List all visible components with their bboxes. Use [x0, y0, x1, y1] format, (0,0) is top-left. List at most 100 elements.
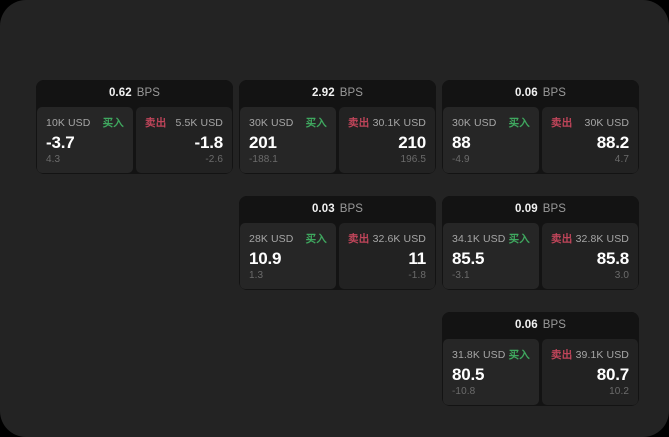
buy-side-tag: 买入: [508, 117, 530, 129]
sell-price: 88.2: [596, 133, 629, 152]
sell-panel-header: 卖出 32.6K USD: [348, 232, 426, 246]
sell-panel[interactable]: 卖出 32.8K USD 85.8 3.0: [542, 223, 638, 289]
quote-card[interactable]: 2.92 BPS 30K USD 买入 201 -188.1 卖出 30.1K USD 210 1…: [239, 80, 436, 174]
buy-delta: -3.1: [452, 270, 470, 281]
buy-panel[interactable]: 30K USD 买入 201 -188.1: [240, 107, 336, 173]
buy-size-label: 10K USD: [46, 116, 91, 129]
bps-value: 0.03: [311, 202, 335, 215]
buy-panel[interactable]: 31.8K USD 买入 80.5 -10.8: [443, 339, 539, 405]
sell-price: 85.8: [596, 249, 629, 268]
buy-size-label: 30K USD: [452, 116, 497, 129]
quote-card[interactable]: 0.03 BPS 28K USD 买入 10.9 1.3 卖出 32.6K USD 11 -1.8: [239, 196, 436, 290]
buy-panel[interactable]: 34.1K USD 买入 85.5 -3.1: [443, 223, 539, 289]
sell-panel-header: 卖出 30.1K USD: [348, 116, 426, 130]
sell-panel[interactable]: 卖出 30.1K USD 210 196.5: [339, 107, 435, 173]
quote-column: 0.06 BPS 30K USD 买入 88 -4.9 卖出 30K USD 88.2 4.7 0.…: [442, 80, 639, 406]
sell-size-label: 32.8K USD: [575, 232, 629, 245]
buy-size-label: 30K USD: [249, 116, 294, 129]
buy-panel[interactable]: 10K USD 买入 -3.7 4.3: [37, 107, 133, 173]
buy-side-tag: 买入: [305, 117, 327, 129]
buy-delta: 1.3: [249, 270, 264, 281]
buy-size-label: 31.8K USD: [452, 348, 506, 361]
sell-delta: -2.6: [205, 154, 223, 165]
buy-price: 88: [452, 133, 471, 152]
sell-price: 210: [398, 133, 426, 152]
sell-price: 80.7: [596, 365, 629, 384]
card-panels: 10K USD 买入 -3.7 4.3 卖出 5.5K USD -1.8 -2.6: [36, 107, 233, 174]
buy-side-tag: 买入: [508, 233, 530, 245]
sell-delta: 196.5: [400, 154, 426, 165]
buy-panel[interactable]: 30K USD 买入 88 -4.9: [443, 107, 539, 173]
card-panels: 34.1K USD 买入 85.5 -3.1 卖出 32.8K USD 85.8 3.0: [442, 223, 639, 290]
buy-panel[interactable]: 28K USD 买入 10.9 1.3: [240, 223, 336, 289]
buy-panel-header: 30K USD 买入: [249, 116, 327, 130]
buy-delta: -10.8: [452, 386, 476, 397]
sell-panel-header: 卖出 39.1K USD: [551, 348, 629, 362]
buy-side-tag: 买入: [305, 233, 327, 245]
card-panels: 30K USD 买入 201 -188.1 卖出 30.1K USD 210 196.5: [239, 107, 436, 174]
quote-card[interactable]: 0.09 BPS 34.1K USD 买入 85.5 -3.1 卖出 32.8K USD 85.…: [442, 196, 639, 290]
sell-size-label: 30.1K USD: [372, 116, 426, 129]
card-panels: 28K USD 买入 10.9 1.3 卖出 32.6K USD 11 -1.8: [239, 223, 436, 290]
buy-side-tag: 买入: [102, 117, 124, 129]
buy-price: 10.9: [249, 249, 282, 268]
quote-card[interactable]: 0.06 BPS 31.8K USD 买入 80.5 -10.8 卖出 39.1K USD 80…: [442, 312, 639, 406]
sell-panel[interactable]: 卖出 30K USD 88.2 4.7: [542, 107, 638, 173]
sell-delta: 10.2: [609, 386, 629, 397]
buy-panel-header: 30K USD 买入: [452, 116, 530, 130]
bps-value: 0.09: [514, 202, 538, 215]
card-header: 0.06 BPS: [442, 80, 639, 107]
card-header: 0.62 BPS: [36, 80, 233, 107]
sell-side-tag: 卖出: [551, 349, 573, 361]
sell-panel-header: 卖出 5.5K USD: [145, 116, 223, 130]
card-header: 2.92 BPS: [239, 80, 436, 107]
card-header: 0.03 BPS: [239, 196, 436, 223]
bps-unit-label: BPS: [339, 86, 364, 99]
bps-value: 0.62: [108, 86, 132, 99]
buy-delta: -188.1: [249, 154, 278, 165]
buy-panel-header: 10K USD 买入: [46, 116, 124, 130]
buy-delta: -4.9: [452, 154, 470, 165]
buy-panel-header: 28K USD 买入: [249, 232, 327, 246]
sell-price: -1.8: [194, 133, 224, 152]
sell-side-tag: 卖出: [348, 233, 370, 245]
buy-price: 201: [249, 133, 277, 152]
quote-card[interactable]: 0.62 BPS 10K USD 买入 -3.7 4.3 卖出 5.5K USD -1.8 -2.…: [36, 80, 233, 174]
quote-card[interactable]: 0.06 BPS 30K USD 买入 88 -4.9 卖出 30K USD 88.2 4.7: [442, 80, 639, 174]
card-panels: 31.8K USD 买入 80.5 -10.8 卖出 39.1K USD 80.7 10.2: [442, 339, 639, 406]
quote-column: 0.62 BPS 10K USD 买入 -3.7 4.3 卖出 5.5K USD -1.8 -2.…: [36, 80, 233, 174]
sell-side-tag: 卖出: [348, 117, 370, 129]
sell-side-tag: 卖出: [551, 233, 573, 245]
buy-panel-header: 34.1K USD 买入: [452, 232, 530, 246]
buy-price: 80.5: [452, 365, 485, 384]
bps-unit-label: BPS: [339, 202, 364, 215]
buy-delta: 4.3: [46, 154, 61, 165]
bps-value: 0.06: [514, 86, 538, 99]
buy-price: 85.5: [452, 249, 485, 268]
sell-delta: 4.7: [614, 154, 629, 165]
sell-size-label: 32.6K USD: [372, 232, 426, 245]
sell-size-label: 39.1K USD: [575, 348, 629, 361]
sell-panel[interactable]: 卖出 32.6K USD 11 -1.8: [339, 223, 435, 289]
bps-value: 0.06: [514, 318, 538, 331]
sell-side-tag: 卖出: [145, 117, 167, 129]
sell-delta: -1.8: [408, 270, 426, 281]
sell-panel[interactable]: 卖出 39.1K USD 80.7 10.2: [542, 339, 638, 405]
sell-panel[interactable]: 卖出 5.5K USD -1.8 -2.6: [136, 107, 232, 173]
quote-column: 2.92 BPS 30K USD 买入 201 -188.1 卖出 30.1K USD 210 1…: [239, 80, 436, 290]
bps-unit-label: BPS: [136, 86, 161, 99]
bps-unit-label: BPS: [542, 86, 567, 99]
card-panels: 30K USD 买入 88 -4.9 卖出 30K USD 88.2 4.7: [442, 107, 639, 174]
sell-delta: 3.0: [614, 270, 629, 281]
sell-side-tag: 卖出: [551, 117, 573, 129]
bps-value: 2.92: [311, 86, 335, 99]
buy-size-label: 28K USD: [249, 232, 294, 245]
sell-panel-header: 卖出 32.8K USD: [551, 232, 629, 246]
card-header: 0.09 BPS: [442, 196, 639, 223]
buy-panel-header: 31.8K USD 买入: [452, 348, 530, 362]
bps-unit-label: BPS: [542, 202, 567, 215]
sell-panel-header: 卖出 30K USD: [551, 116, 629, 130]
buy-size-label: 34.1K USD: [452, 232, 506, 245]
bps-unit-label: BPS: [542, 318, 567, 331]
